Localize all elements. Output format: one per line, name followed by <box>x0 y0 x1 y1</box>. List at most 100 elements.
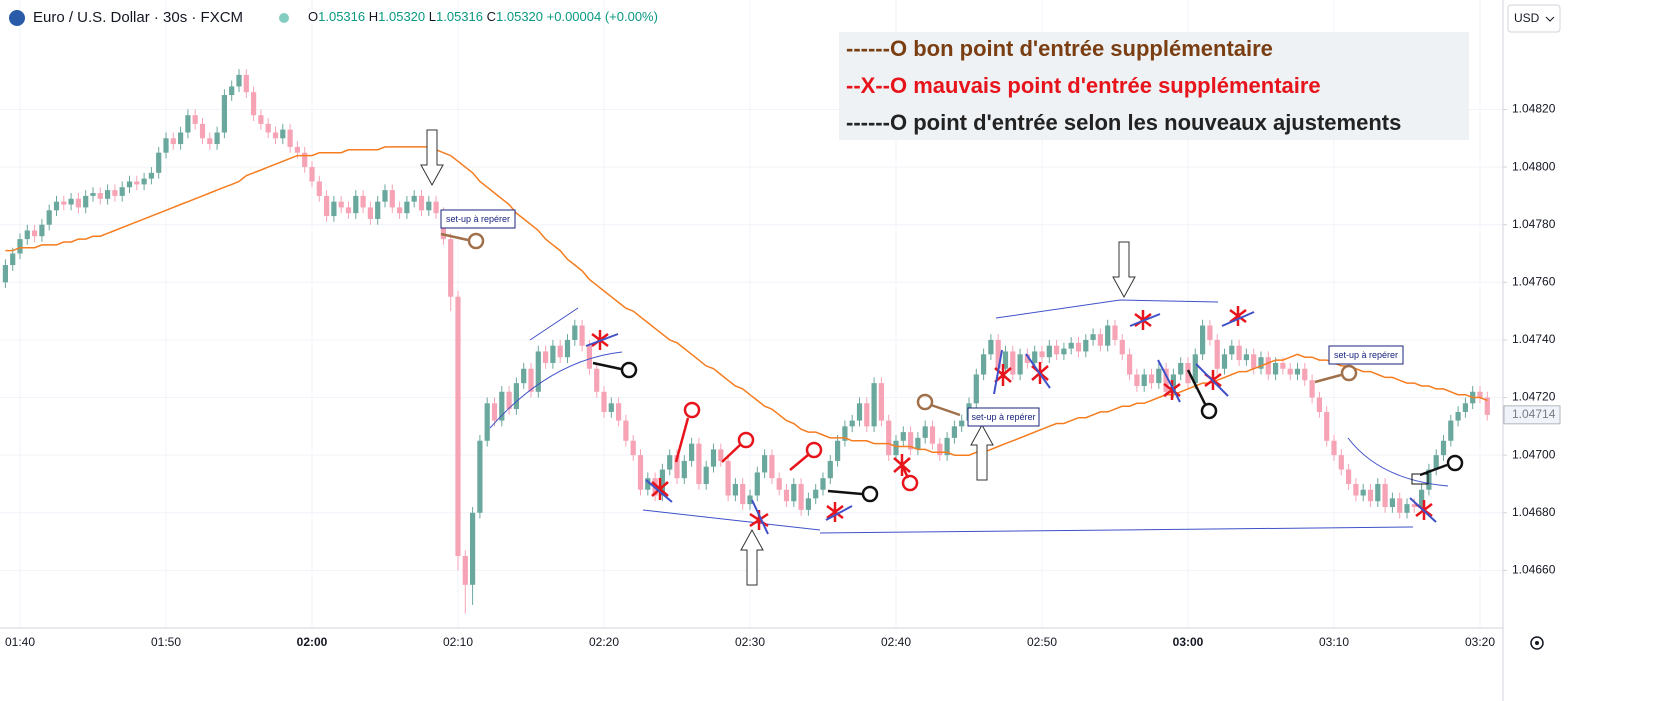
candle-body <box>601 391 607 412</box>
last-price-box <box>1503 405 1561 425</box>
candle-body <box>1426 469 1432 490</box>
candle-body <box>937 443 943 456</box>
candle-body <box>820 478 826 490</box>
x-mark <box>651 478 669 500</box>
candle-body <box>805 498 811 510</box>
bad-entries <box>591 306 1433 530</box>
candle-body <box>1112 325 1118 340</box>
candle-body <box>1287 368 1293 375</box>
candle-body <box>1207 325 1213 340</box>
candle-body <box>148 172 154 179</box>
axis-labels: 1.04660 1.04680 1.04700 1.04720 1.04740 1.047… <box>5 102 1561 649</box>
annotation-boxes: set-up à repérer set-up à repérer set-up… <box>440 209 1404 427</box>
market-status <box>279 13 289 23</box>
candle-body <box>1075 342 1082 352</box>
candle-body <box>1163 368 1169 392</box>
candle-body <box>316 181 322 196</box>
candle-body <box>557 345 563 358</box>
candle-body <box>988 339 994 355</box>
candle-body <box>944 437 950 456</box>
arrow-up <box>740 528 764 586</box>
candle-body <box>1462 403 1468 412</box>
annotation: set-up à repérer <box>446 214 510 224</box>
candle-body <box>1185 362 1191 384</box>
ohlc: O1.05316 H1.05320 L1.05316 C1.05320 +0.0… <box>308 9 658 24</box>
candle-body <box>1346 469 1352 484</box>
drawings <box>420 129 1464 586</box>
candle-body <box>1090 334 1096 340</box>
candle-body <box>827 460 833 479</box>
candle-body <box>1382 483 1388 508</box>
candle-body <box>353 195 359 214</box>
entry-circle <box>1446 454 1464 472</box>
candle-body <box>105 190 111 199</box>
candle-body <box>1200 325 1206 355</box>
candle-body <box>1229 345 1235 355</box>
candle-body <box>134 181 140 185</box>
candle-body <box>287 129 293 147</box>
candle-body <box>499 391 505 421</box>
candle-body <box>513 383 519 410</box>
candle-body <box>1134 374 1140 387</box>
candle-body <box>769 455 775 479</box>
candle-body <box>1375 483 1381 502</box>
x-tick-label: 01:40 <box>5 635 35 649</box>
legend-text: mauvais point d'entrée supplémentaire <box>913 73 1320 98</box>
entry-line <box>674 417 690 463</box>
candle-body <box>579 325 585 346</box>
y-tick-label: 1.04740 <box>1512 332 1556 346</box>
legend-entry: ------O point d'entrée selon les nouveau… <box>846 110 1401 135</box>
ohlc-label: H <box>369 9 378 24</box>
entry-line <box>1419 463 1448 477</box>
x-tick-label: 01:50 <box>151 635 181 649</box>
candle-body <box>1397 498 1403 513</box>
entry-circle <box>805 441 823 459</box>
candle-body <box>265 123 271 133</box>
candle-body <box>243 74 249 93</box>
candle-body <box>710 449 717 467</box>
entry-line <box>592 361 622 371</box>
annotation-box <box>967 407 1040 427</box>
candle-body <box>550 345 556 363</box>
x-mark <box>1229 306 1247 326</box>
trend-lines <box>489 299 1449 534</box>
candle-body <box>61 201 67 205</box>
candle-body <box>1411 504 1417 508</box>
candle-body <box>1448 420 1454 441</box>
candle-body <box>1389 498 1395 508</box>
entry-circle <box>620 361 638 379</box>
legend-prefix: ------O <box>846 110 907 135</box>
ohlc-value: 1.05316 <box>436 9 483 24</box>
candle-body <box>893 440 899 456</box>
moving-average <box>5 146 1488 456</box>
candle-body <box>491 403 498 421</box>
candle-body <box>1097 334 1103 346</box>
candle-body <box>156 152 162 173</box>
entry-line <box>440 232 469 242</box>
candle-body <box>1273 362 1279 375</box>
settings-button[interactable] <box>1530 636 1544 650</box>
candle-body <box>345 207 352 214</box>
candle-body <box>1258 357 1264 369</box>
candle-body <box>521 368 527 384</box>
good-entries <box>440 232 1358 417</box>
candle-body <box>10 253 16 266</box>
legend-entry: --X--O mauvais point d'entrée supplément… <box>846 73 1321 98</box>
candle-body <box>1280 362 1286 369</box>
candle-body <box>462 555 468 585</box>
candle-body <box>68 198 74 205</box>
candle-body <box>1068 342 1074 349</box>
candle-body <box>141 178 147 185</box>
new-entries <box>592 361 1464 503</box>
candle-body <box>1061 348 1067 355</box>
candle-body <box>477 440 483 513</box>
candle-body <box>1367 489 1374 502</box>
header: Euro / U.S. Dollar · 30s · FXCM O1.05316… <box>9 9 658 26</box>
x-mark <box>1163 380 1181 400</box>
currency-button[interactable] <box>1507 4 1561 33</box>
entry-line <box>930 403 961 417</box>
candle-body <box>83 195 89 208</box>
last-price-label: 1.04714 <box>1512 407 1556 421</box>
